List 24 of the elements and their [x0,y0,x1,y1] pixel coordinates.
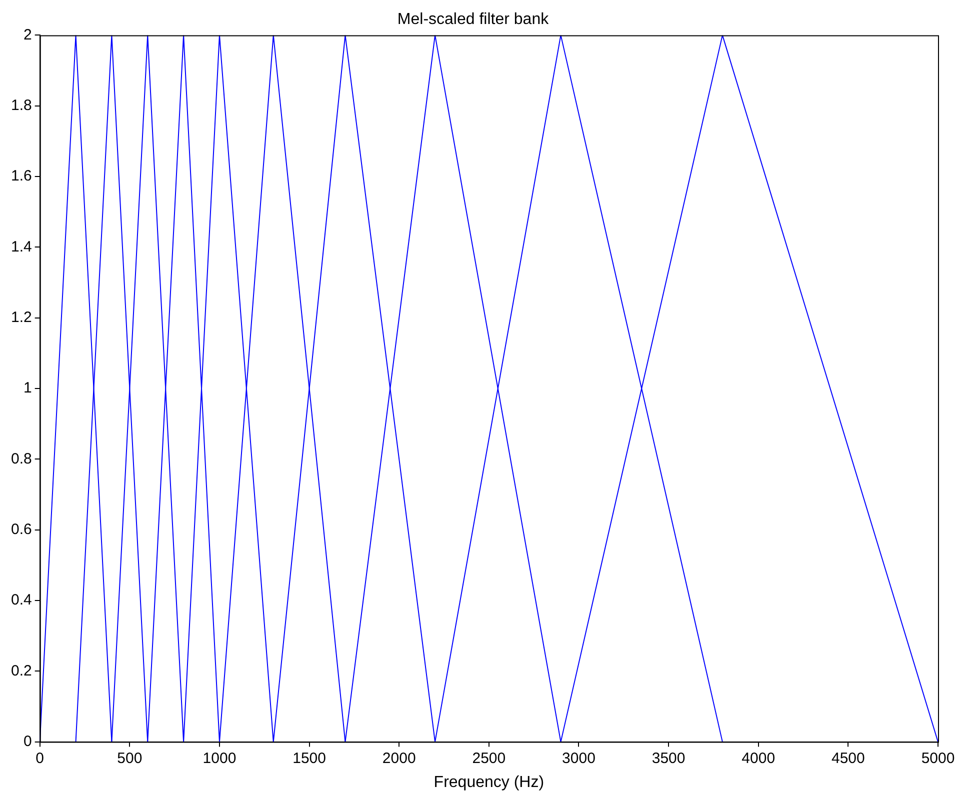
y-tick-label: 0.6 [10,520,32,538]
x-tick-label: 5000 [921,750,955,767]
y-tick-label: 1.2 [10,308,32,326]
x-tick-label: 2500 [472,750,506,767]
y-tick-label: 0.2 [10,662,32,680]
x-tick-label: 4000 [742,750,776,767]
x-axis-title: Frequency (Hz) [434,774,544,791]
y-tick-label: 0 [24,732,32,750]
y-tick-label: 0.4 [10,592,32,609]
x-tick-label: 3500 [652,750,686,767]
y-tick-label: 1.4 [10,238,32,256]
y-tick-label: 1.6 [10,168,32,185]
x-tick-label: 4500 [832,750,865,767]
y-tick-label: 0.8 [10,450,32,468]
x-tick-label: 0 [36,750,44,767]
x-tick-label: 3000 [562,750,596,767]
y-tick-label: 2 [24,26,32,44]
x-tick-label: 2000 [382,750,416,767]
x-tick-label: 500 [117,750,142,767]
chart-title: Mel-scaled filter bank [397,11,550,28]
y-tick-label: 1.8 [10,97,32,114]
y-tick-label: 1 [24,380,32,397]
x-tick-label: 1000 [202,750,236,767]
x-tick-label: 1500 [292,750,326,767]
